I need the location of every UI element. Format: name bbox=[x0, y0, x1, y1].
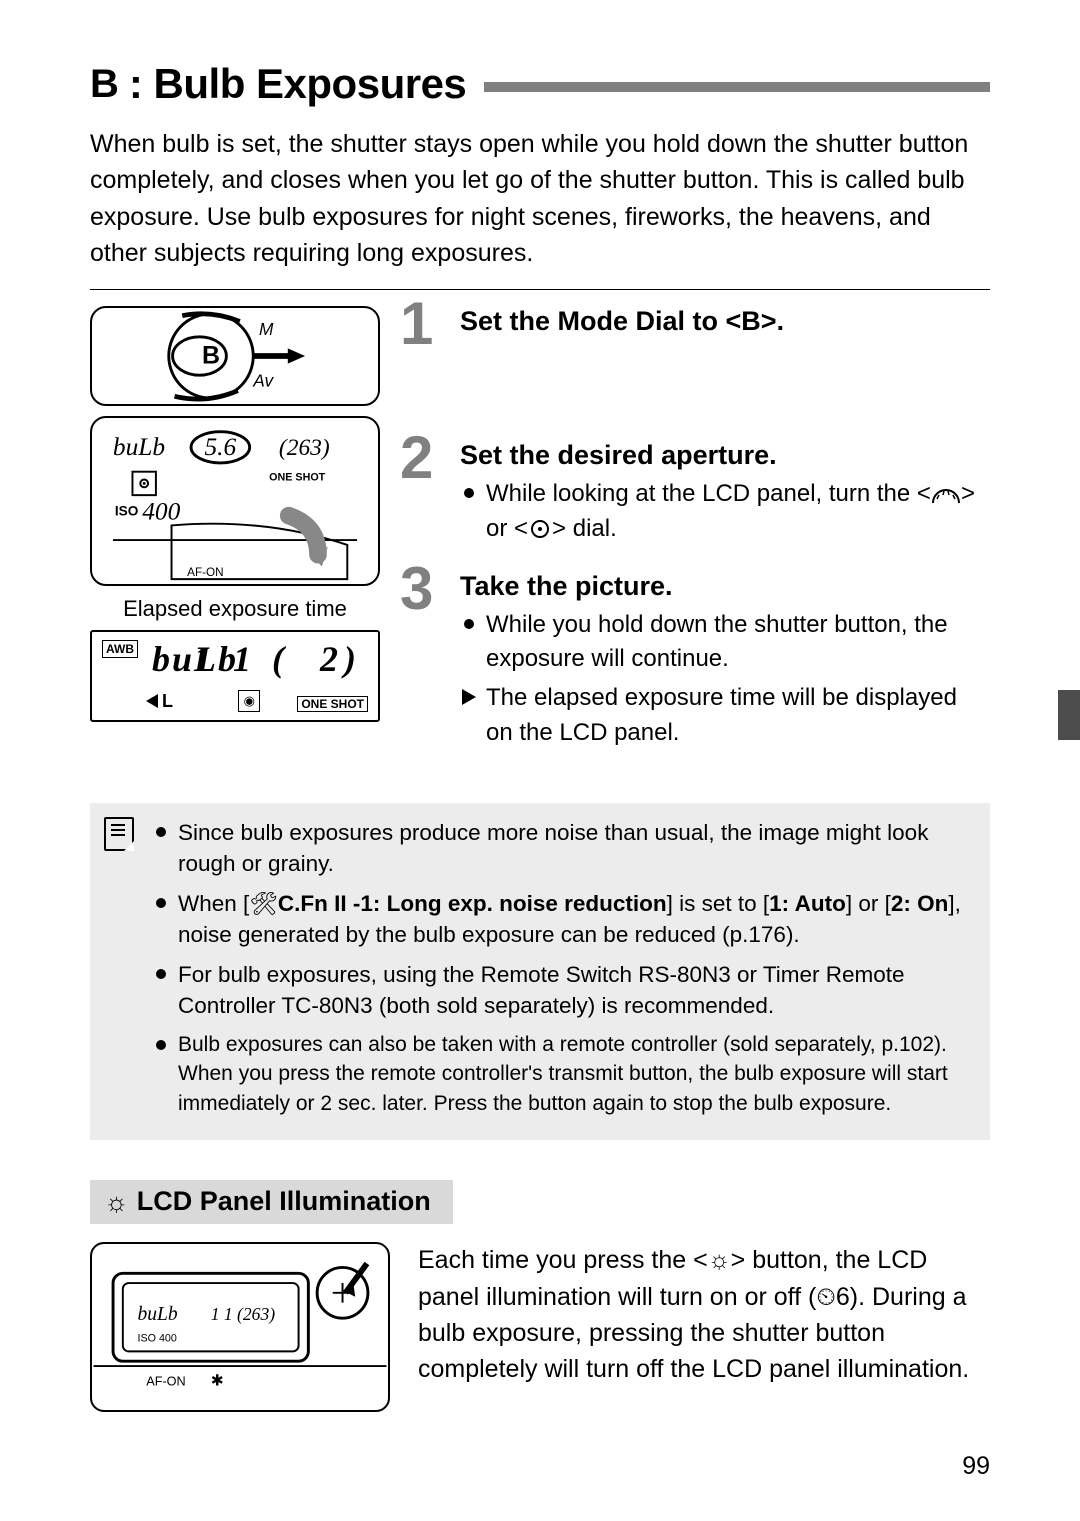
separator bbox=[90, 289, 990, 290]
step-3: 3 Take the picture. While you hold down … bbox=[400, 571, 990, 751]
page-number: 99 bbox=[962, 1452, 990, 1481]
cfn-icon: 🛠 bbox=[249, 891, 278, 916]
sub-section-title-row: ☼LCD Panel Illumination bbox=[90, 1180, 990, 1224]
lcd-readout-diagram: AWB buLb 1 1 ( 2) L ◉ ONE SHOT bbox=[90, 630, 380, 722]
illumination-icon: ☼ bbox=[708, 1246, 731, 1274]
title-divider-bar bbox=[484, 82, 990, 92]
svg-text:ISO 400: ISO 400 bbox=[137, 1333, 176, 1345]
lcd-panel-diagram: buLb 5.6 (263) ONE SHOT ISO 400 AF-ON bbox=[90, 416, 380, 586]
step-1: 1 Set the Mode Dial to <B>. bbox=[400, 306, 990, 416]
svg-text:buLb: buLb bbox=[137, 1304, 177, 1325]
note-item: When [🛠C.Fn II -1: Long exp. noise reduc… bbox=[156, 888, 972, 951]
bulb-mode-icon: B bbox=[90, 62, 119, 107]
lcd-size-L: L bbox=[162, 691, 173, 712]
lcd-time-text: 1 1 ( 2) bbox=[194, 638, 362, 680]
step-bullet: While looking at the LCD panel, turn the… bbox=[460, 477, 990, 547]
intro-paragraph: When bulb is set, the shutter stays open… bbox=[90, 126, 990, 271]
note-item: Bulb exposures can also be taken with a … bbox=[156, 1030, 972, 1118]
svg-text:✱: ✱ bbox=[211, 1373, 224, 1390]
lcd-oneshot-badge: ONE SHOT bbox=[297, 696, 368, 712]
svg-text:Av: Av bbox=[252, 371, 274, 391]
step-number: 3 bbox=[400, 559, 433, 619]
svg-text:ONE SHOT: ONE SHOT bbox=[269, 471, 326, 483]
step-number: 2 bbox=[400, 428, 433, 488]
svg-text:(263): (263) bbox=[279, 435, 330, 461]
page-title: : Bulb Exposures bbox=[129, 60, 466, 108]
note-icon bbox=[104, 817, 134, 851]
note-item: Since bulb exposures produce more noise … bbox=[156, 817, 972, 880]
steps-column: 1 Set the Mode Dial to <B>. 2 Set the de… bbox=[400, 306, 990, 775]
lcd-meter-icon: ◉ bbox=[238, 690, 260, 712]
step-number: 1 bbox=[400, 294, 433, 354]
mode-dial-diagram: B M Av bbox=[90, 306, 380, 406]
svg-text:buLb: buLb bbox=[113, 433, 165, 461]
illumination-icon: ☼ bbox=[104, 1187, 129, 1218]
step-title: Take the picture. bbox=[460, 571, 990, 602]
lcd-illumination-text: Each time you press the <☼> button, the … bbox=[418, 1242, 990, 1387]
notes-box: Since bulb exposures produce more noise … bbox=[90, 803, 990, 1140]
edge-tab bbox=[1058, 690, 1080, 740]
svg-text:ISO: ISO bbox=[115, 504, 139, 519]
svg-text:AF-ON: AF-ON bbox=[146, 1375, 185, 1389]
bulb-mode-icon: B bbox=[741, 306, 761, 336]
svg-text:1 1 (263): 1 1 (263) bbox=[211, 1304, 276, 1324]
sub-section-title: ☼LCD Panel Illumination bbox=[90, 1180, 453, 1224]
lcd-awb-badge: AWB bbox=[102, 640, 138, 658]
timer-icon: ⏲6 bbox=[816, 1283, 849, 1311]
note-item: For bulb exposures, using the Remote Swi… bbox=[156, 959, 972, 1022]
svg-text:M: M bbox=[259, 319, 274, 339]
step-result: The elapsed exposure time will be displa… bbox=[460, 681, 990, 751]
camera-top-diagram: buLb 1 1 (263) ISO 400 AF-ON ✱ bbox=[90, 1242, 390, 1412]
lcd-illumination-section: buLb 1 1 (263) ISO 400 AF-ON ✱ Each time… bbox=[90, 1242, 990, 1412]
step-bullet: While you hold down the shutter button, … bbox=[460, 608, 990, 678]
svg-text:400: 400 bbox=[142, 498, 180, 526]
lcd-size-tri-icon bbox=[146, 694, 158, 708]
svg-text:5.6: 5.6 bbox=[204, 433, 236, 461]
diagrams-column: B M Av buLb 5.6 (263) bbox=[90, 306, 380, 775]
diagram-caption: Elapsed exposure time bbox=[90, 596, 380, 622]
step-title: Set the desired aperture. bbox=[460, 440, 990, 471]
svg-text:B: B bbox=[202, 342, 220, 370]
page-title-row: B : Bulb Exposures bbox=[90, 60, 990, 108]
step-title: Set the Mode Dial to <B>. bbox=[460, 306, 990, 337]
steps-area: B M Av buLb 5.6 (263) bbox=[90, 306, 990, 775]
step-2: 2 Set the desired aperture. While lookin… bbox=[400, 440, 990, 547]
svg-text:AF-ON: AF-ON bbox=[187, 566, 223, 579]
